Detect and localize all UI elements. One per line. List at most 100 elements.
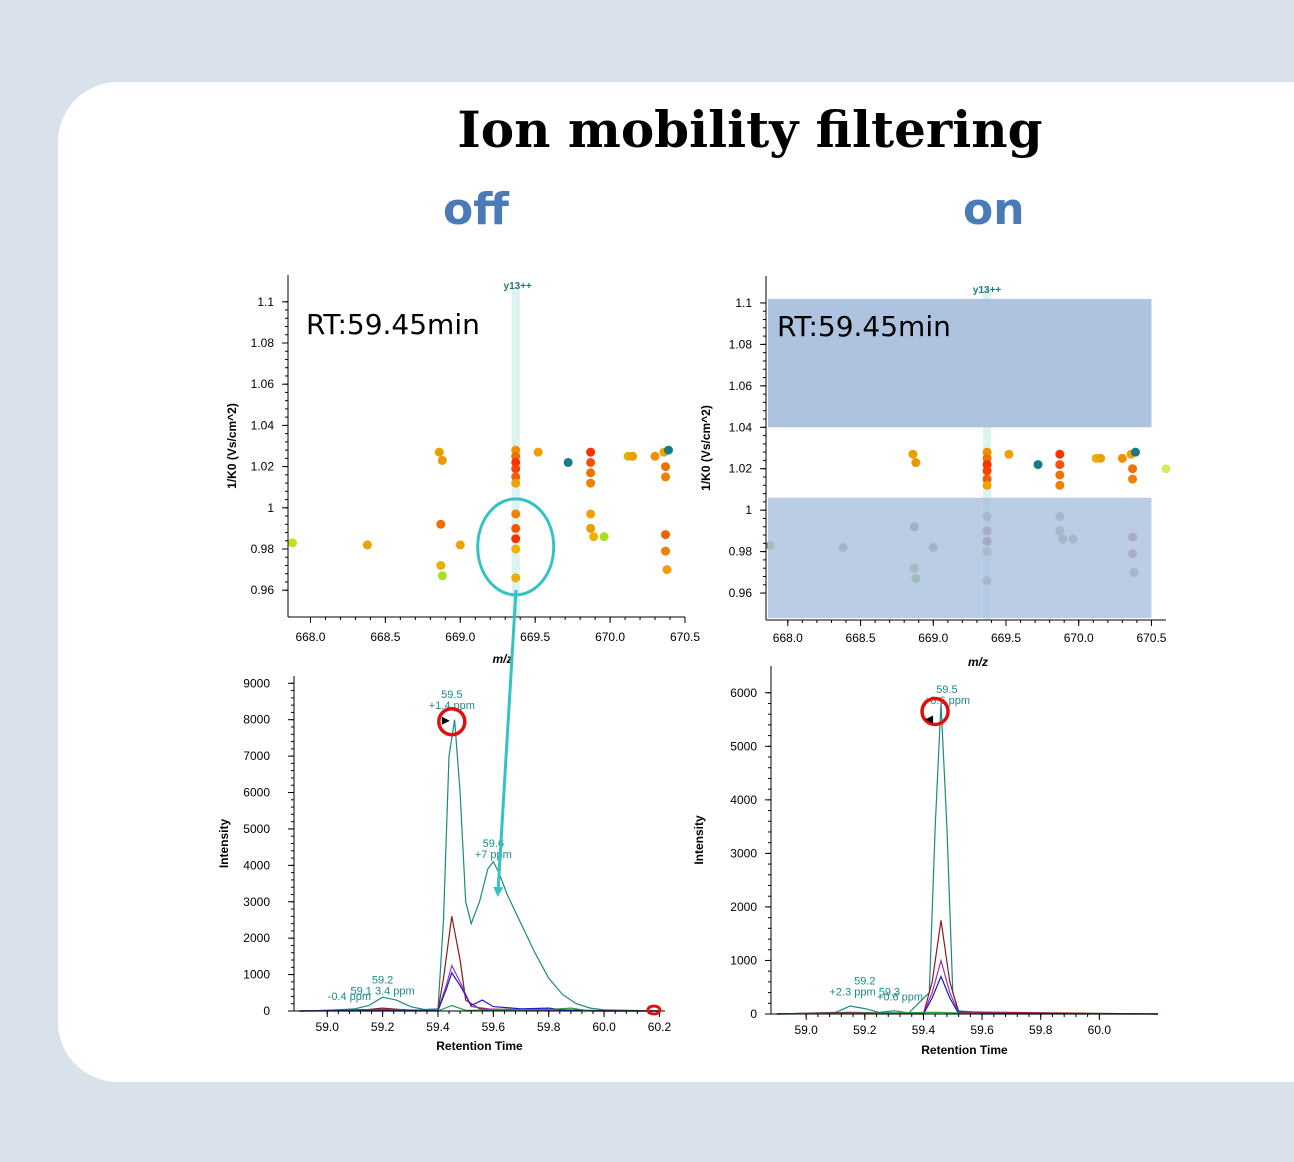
peak-label: 59.5 [936,684,957,696]
apex-pointer [441,716,450,725]
peak-label: +7 ppm [475,849,512,861]
scatter-point [1128,464,1138,474]
x-tick-label: 669.5 [520,630,550,644]
x-tick-label: 670.5 [1136,631,1166,645]
x-tick-label: 669.0 [445,630,475,644]
y-tick-label: 1000 [730,953,757,967]
peak-label: 59.2 [854,976,875,988]
y-tick-label: 5000 [730,739,757,753]
y-tick-label: 1.1 [735,296,752,310]
peak-label: +1.4 ppm [429,700,475,712]
scatter-point [662,565,672,575]
rt-annotation: RT:59.45min [306,308,480,341]
scatter-point [455,540,465,550]
y-tick-label: 1.1 [257,295,274,309]
x-tick-label: 670.0 [595,630,625,644]
scatter-point [511,464,521,474]
xic-series-line [299,971,660,1012]
scatter-point [586,457,596,467]
x-tick-label: 59.4 [912,1023,936,1037]
scatter-point [1128,474,1138,484]
y-axis-title: 1/K0 (Vs/cm^2) [225,403,239,489]
scatter-point [1055,460,1065,470]
x-tick-label: 60.0 [1088,1023,1112,1037]
apex-marker [437,706,467,737]
y-tick-label: 4000 [243,858,270,872]
xic-series-line [776,920,1159,1015]
x-tick-label: 670.0 [1064,631,1094,645]
x-axis-title: Retention Time [921,1043,1008,1057]
scatter-point [589,532,599,542]
scatter-point [511,457,521,467]
y-tick-label: 2000 [730,900,757,914]
scatter-point [563,457,573,467]
scatter-point [661,472,671,482]
scatter-point [1004,449,1014,459]
y-tick-label: 9000 [243,676,270,690]
scatter-point [661,546,671,556]
scatter-point [661,462,671,472]
scatter-point [661,530,671,540]
x-tick-label: 59.4 [426,1020,450,1034]
scatter-point [511,451,521,461]
scatter-point [982,480,992,490]
scatter-point [599,532,609,542]
chart-xic-off: 59.0 59.2 59.4 59.6 59.8 60.0 60.2 0 1000 2000 300… [217,676,671,1053]
y-tick-label: 3000 [243,895,270,909]
scatter-point [586,447,596,457]
scatter-point [628,451,638,461]
scatter-point [511,534,521,544]
x-tick-label: 669.0 [918,631,948,645]
x-axis-title: m/z [492,652,512,666]
x-tick-label: 668.5 [846,631,876,645]
scatter-point [436,519,446,529]
scatter-point [511,478,521,488]
xic-series-line [776,703,1159,1015]
y-tick-label: 1 [745,503,752,517]
chart-xic-on: 59.0 59.2 59.4 59.6 59.8 60.0 0 1000 2000 3000 400… [692,666,1159,1057]
scatter-point [982,474,992,484]
x-axis-title: Retention Time [436,1039,523,1053]
ion-label: y13++ [973,285,1002,296]
y-tick-label: 1.02 [729,462,753,476]
y-tick-label: 1.04 [251,418,275,432]
scatter-point [362,540,372,550]
chart-scatter-on: y13++ 668.0 668.5 669.0 669.5 670.0 670.5 0.96 0… [699,276,1171,669]
x-tick-label: 60.0 [592,1020,616,1034]
chart-scatter-off: y13++ 668.0 668.5 669.0 669.5 670.0 670.5 0.96 0… [225,275,700,666]
scatter-point [650,451,660,461]
scatter-point [1117,453,1127,463]
x-tick-label: 59.0 [316,1020,340,1034]
peak-label: +2.3 ppm 59.3 [829,987,900,999]
y-axis-title: Intensity [692,815,706,865]
scatter-point [511,544,521,554]
y-tick-label: 1.06 [251,377,275,391]
y-axis-title: 1/K0 (Vs/cm^2) [699,405,713,491]
x-tick-label: 668.5 [370,630,400,644]
off-label: off [443,184,509,235]
peak-label: 59.2 [372,975,393,987]
scatter-point [586,468,596,478]
scatter-point [1055,449,1065,459]
scatter-point [911,458,921,468]
x-tick-label: 670.5 [670,630,700,644]
scatter-point [511,472,521,482]
y-tick-label: 8000 [243,713,270,727]
y-tick-label: 1 [267,501,274,515]
x-tick-label: 59.2 [371,1020,395,1034]
scatter-point [437,455,447,465]
overlay [493,589,518,897]
slide-title: Ion mobility filtering [457,100,1043,159]
y-tick-label: 5000 [243,822,270,836]
connector-arrow [493,589,518,897]
y-axis-title: Intensity [217,819,231,869]
rt-annotation: RT:59.45min [777,310,951,343]
y-tick-label: 0.98 [729,545,753,559]
peak-label: 59.1 3.4 ppm [350,986,414,998]
y-tick-label: 4000 [730,793,757,807]
scatter-point [511,445,521,455]
scatter-point [533,447,543,457]
peak-label: -0.4 ppm [328,991,371,1003]
scatter-point [1055,480,1065,490]
y-tick-label: 3000 [730,846,757,860]
